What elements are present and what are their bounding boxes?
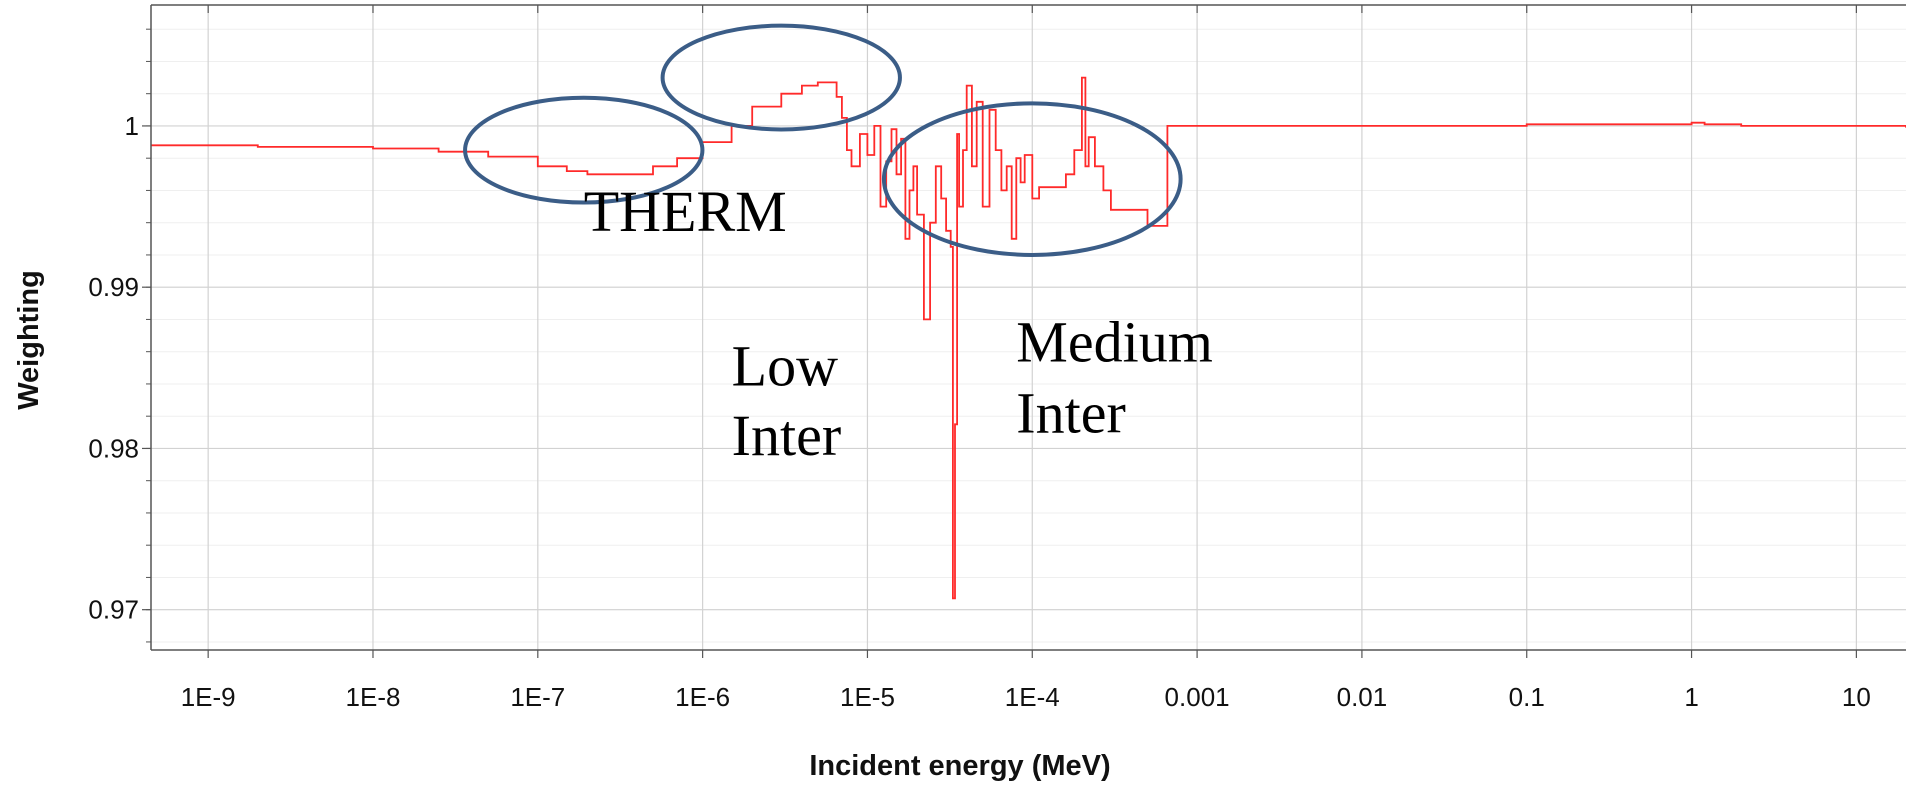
x-tick-label: 1E-9 [181, 682, 236, 712]
x-tick-label: 1E-4 [1005, 682, 1060, 712]
y-tick-label: 0.98 [88, 433, 139, 463]
x-axis-title: Incident energy (MeV) [809, 750, 1110, 782]
highlight-ellipses [463, 23, 1183, 257]
y-tick-label: 1 [125, 111, 139, 141]
series-line [151, 76, 1906, 600]
major-grid [151, 5, 1906, 650]
x-tick-label: 1 [1684, 682, 1698, 712]
x-axis-ticks: 1E-9 1E-8 1E-7 1E-6 1E-5 1E-4 0.001 0.01 0.1 1 10 [181, 5, 1871, 712]
y-tick-label: 0.99 [88, 272, 139, 302]
x-tick-label: 10 [1842, 682, 1871, 712]
y-tick-label: 0.97 [88, 595, 139, 625]
x-tick-label: 1E-8 [346, 682, 401, 712]
plot-area [151, 76, 1906, 600]
x-tick-label: 1E-7 [510, 682, 565, 712]
y-axis-title: Weighting [13, 270, 45, 410]
y-axis-ticks: 0.97 0.98 0.99 1 [88, 111, 151, 625]
medium-inter-ellipse [881, 101, 1183, 257]
low-inter-ellipse [660, 23, 902, 132]
annotation-label: Inter [1016, 380, 1126, 445]
annotation-label: THERM [584, 179, 787, 244]
therm-ellipse [463, 95, 705, 205]
minor-grid [146, 28, 1906, 643]
annotation-label: Inter [732, 403, 842, 468]
plot-background [151, 5, 1906, 650]
annotation-label: Low [732, 334, 838, 399]
x-tick-label: 1E-5 [840, 682, 895, 712]
annotation-label: Medium [1016, 309, 1213, 374]
x-tick-label: 1E-6 [675, 682, 730, 712]
x-tick-label: 0.001 [1165, 682, 1230, 712]
x-tick-label: 0.1 [1509, 682, 1545, 712]
x-tick-label: 0.01 [1337, 682, 1388, 712]
